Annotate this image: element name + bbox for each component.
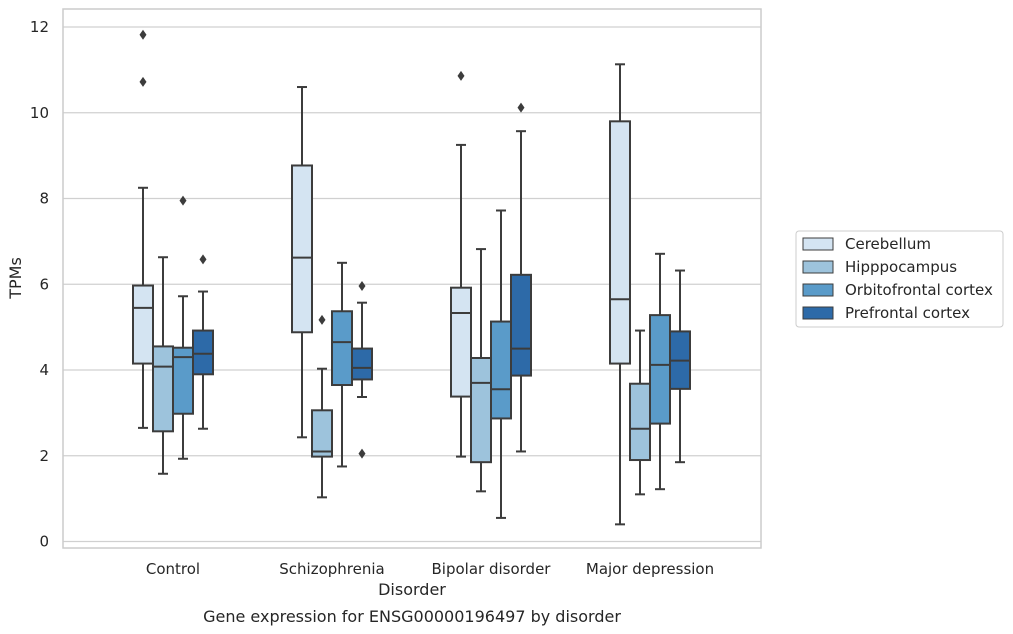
box [291, 164, 313, 334]
box-group [132, 29, 154, 429]
outlier-point [139, 76, 147, 87]
y-tick-label: 12 [30, 18, 49, 36]
x-tick-label: Major depression [586, 560, 714, 578]
x-tick-label: Schizophrenia [279, 560, 384, 578]
y-tick-label: 8 [39, 190, 49, 208]
box-group [629, 329, 651, 496]
legend: Cerebellum Hipppocampus Orbitofrontal cort… [795, 230, 1004, 328]
box [609, 120, 631, 365]
box-group [609, 63, 631, 526]
box-group [331, 261, 353, 468]
box [152, 345, 174, 433]
box-group [351, 280, 373, 459]
box [132, 284, 154, 365]
box [649, 314, 671, 425]
plot-area-frame [62, 8, 762, 549]
x-axis-label: Disorder [378, 580, 446, 599]
outlier-point [179, 195, 187, 206]
outlier-point [358, 280, 366, 291]
box-group [192, 254, 214, 430]
outlier-point [517, 102, 525, 113]
box [490, 320, 512, 420]
gridlines [63, 26, 761, 543]
y-tick-labels: 0 2 4 6 8 10 12 [30, 18, 49, 551]
box [510, 273, 532, 377]
y-tick-label: 4 [39, 361, 49, 379]
figure-caption: Gene expression for ENSG00000196497 by d… [203, 607, 621, 626]
boxplots [132, 29, 691, 526]
box [351, 347, 373, 381]
y-tick-label: 6 [39, 275, 49, 293]
x-tick-label: Control [146, 560, 200, 578]
x-tick-labels: Control Schizophrenia Bipolar disorder Majo… [146, 560, 714, 578]
box-group [291, 86, 313, 439]
box [629, 382, 651, 462]
y-axis-label: TPMs [6, 257, 25, 300]
box [172, 346, 194, 415]
legend-frame [795, 230, 1004, 328]
box-group [649, 252, 671, 491]
legend-entry: Hipppocampus [845, 258, 957, 276]
legend-entry: Cerebellum [845, 235, 931, 253]
box-group [311, 314, 333, 499]
outlier-point [139, 29, 147, 40]
legend-entry: Orbitofrontal cortex [845, 281, 993, 299]
legend-swatch [802, 260, 834, 274]
box [331, 310, 353, 387]
box [311, 409, 333, 458]
box [470, 356, 492, 464]
outlier-point [358, 448, 366, 459]
box-group [510, 102, 532, 453]
legend-swatch [802, 237, 834, 251]
outlier-point [457, 70, 465, 81]
box [450, 286, 472, 398]
box-group [490, 209, 512, 519]
y-tick-label: 2 [39, 447, 49, 465]
legend-entry: Prefrontal cortex [845, 304, 970, 322]
y-tick-label: 0 [39, 533, 49, 551]
outlier-point [199, 254, 207, 265]
outlier-point [318, 314, 326, 325]
box-group [450, 70, 472, 458]
box [192, 329, 214, 376]
legend-swatch [802, 283, 834, 297]
box-group [470, 248, 492, 493]
legend-swatch [802, 306, 834, 320]
box-group [172, 195, 194, 460]
x-tick-label: Bipolar disorder [432, 560, 552, 578]
box-group [152, 256, 174, 475]
y-tick-label: 10 [30, 104, 49, 122]
box-group [669, 269, 691, 464]
